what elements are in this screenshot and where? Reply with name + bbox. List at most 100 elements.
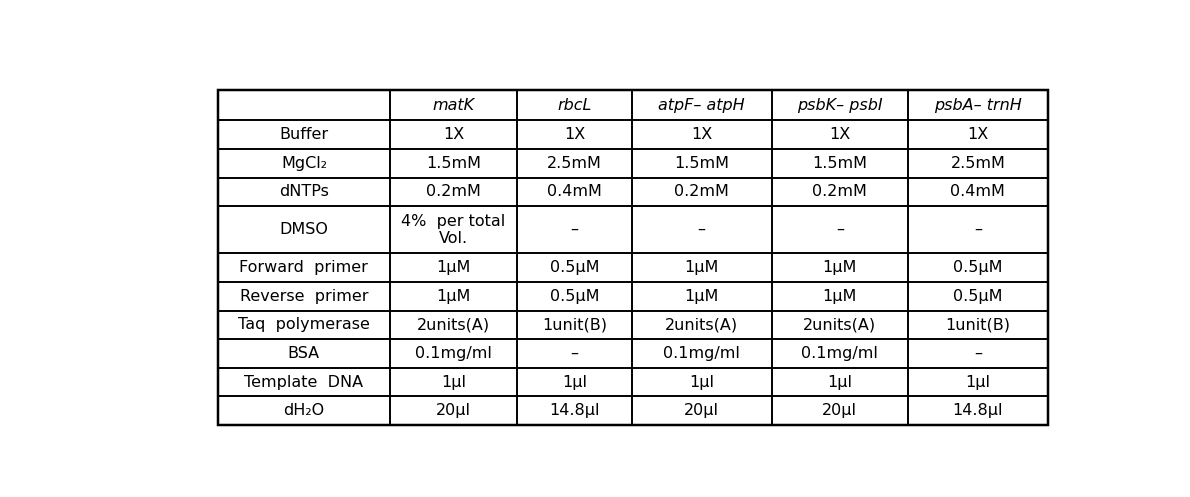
Text: 1X: 1X bbox=[443, 127, 464, 142]
Text: 1μl: 1μl bbox=[441, 375, 466, 390]
Text: 1μl: 1μl bbox=[965, 375, 990, 390]
Bar bbox=[390, 177, 518, 206]
Text: 20μl: 20μl bbox=[684, 403, 719, 418]
Bar bbox=[518, 90, 632, 120]
Text: 2units(A): 2units(A) bbox=[665, 318, 738, 332]
Text: 2.5mM: 2.5mM bbox=[547, 156, 602, 171]
Bar bbox=[772, 90, 908, 120]
Bar bbox=[390, 282, 518, 311]
Bar bbox=[390, 120, 518, 149]
Bar bbox=[218, 282, 390, 311]
Bar bbox=[908, 339, 1048, 368]
Text: 1unit(B): 1unit(B) bbox=[541, 318, 607, 332]
Text: 14.8μl: 14.8μl bbox=[952, 403, 1003, 418]
Bar bbox=[632, 253, 772, 282]
Bar bbox=[518, 339, 632, 368]
Text: 0.4mM: 0.4mM bbox=[547, 184, 602, 199]
Bar bbox=[772, 368, 908, 397]
Text: 2units(A): 2units(A) bbox=[803, 318, 876, 332]
Bar bbox=[390, 253, 518, 282]
Text: 0.1mg/ml: 0.1mg/ml bbox=[415, 346, 491, 361]
Text: 1μl: 1μl bbox=[827, 375, 852, 390]
Bar bbox=[518, 397, 632, 425]
Bar bbox=[908, 368, 1048, 397]
Text: 1μl: 1μl bbox=[689, 375, 714, 390]
Text: 1.5mM: 1.5mM bbox=[813, 156, 868, 171]
Text: –: – bbox=[570, 346, 578, 361]
Bar bbox=[772, 282, 908, 311]
Text: 1μM: 1μM bbox=[437, 260, 471, 275]
Text: 1X: 1X bbox=[691, 127, 713, 142]
Bar bbox=[632, 368, 772, 397]
Text: Buffer: Buffer bbox=[280, 127, 328, 142]
Text: 1.5mM: 1.5mM bbox=[426, 156, 481, 171]
Text: –: – bbox=[697, 222, 706, 237]
Bar bbox=[772, 206, 908, 253]
Text: –: – bbox=[570, 222, 578, 237]
Text: 1X: 1X bbox=[564, 127, 585, 142]
Bar bbox=[218, 120, 390, 149]
Text: 1μM: 1μM bbox=[822, 289, 857, 304]
Text: BSA: BSA bbox=[288, 346, 320, 361]
Bar bbox=[390, 311, 518, 339]
Bar bbox=[518, 177, 632, 206]
Text: 2units(A): 2units(A) bbox=[416, 318, 490, 332]
Text: 1μM: 1μM bbox=[437, 289, 471, 304]
Bar bbox=[772, 397, 908, 425]
Text: DMSO: DMSO bbox=[280, 222, 328, 237]
Bar bbox=[632, 120, 772, 149]
Text: matK: matK bbox=[432, 98, 475, 113]
Text: 4%  per total
Vol.: 4% per total Vol. bbox=[401, 214, 506, 246]
Bar bbox=[390, 368, 518, 397]
Text: 2.5mM: 2.5mM bbox=[951, 156, 1006, 171]
Text: dH₂O: dH₂O bbox=[283, 403, 325, 418]
Text: 1μl: 1μl bbox=[562, 375, 587, 390]
Bar bbox=[518, 368, 632, 397]
Bar bbox=[218, 90, 390, 120]
Text: –: – bbox=[835, 222, 844, 237]
Bar bbox=[390, 90, 518, 120]
Bar bbox=[772, 120, 908, 149]
Bar bbox=[908, 177, 1048, 206]
Bar bbox=[218, 339, 390, 368]
Bar bbox=[772, 177, 908, 206]
Text: MgCl₂: MgCl₂ bbox=[281, 156, 327, 171]
Bar bbox=[390, 397, 518, 425]
Bar bbox=[632, 311, 772, 339]
Text: –: – bbox=[973, 222, 982, 237]
Bar bbox=[518, 282, 632, 311]
Bar bbox=[218, 253, 390, 282]
Text: 0.5μM: 0.5μM bbox=[953, 289, 1003, 304]
Text: 20μl: 20μl bbox=[436, 403, 471, 418]
Bar bbox=[908, 149, 1048, 177]
Bar bbox=[772, 311, 908, 339]
Bar bbox=[908, 90, 1048, 120]
Text: psbK– psbI: psbK– psbI bbox=[797, 98, 883, 113]
Bar bbox=[908, 253, 1048, 282]
Bar bbox=[218, 311, 390, 339]
Text: 0.1mg/ml: 0.1mg/ml bbox=[801, 346, 878, 361]
Text: psbA– trnH: psbA– trnH bbox=[934, 98, 1022, 113]
Text: 0.5μM: 0.5μM bbox=[550, 289, 600, 304]
Bar bbox=[518, 206, 632, 253]
Text: Reverse  primer: Reverse primer bbox=[239, 289, 368, 304]
Text: 0.4mM: 0.4mM bbox=[951, 184, 1006, 199]
Bar bbox=[772, 253, 908, 282]
Text: 0.2mM: 0.2mM bbox=[426, 184, 481, 199]
Text: 1.5mM: 1.5mM bbox=[675, 156, 729, 171]
Bar bbox=[218, 149, 390, 177]
Bar bbox=[632, 90, 772, 120]
Bar bbox=[390, 339, 518, 368]
Text: Template  DNA: Template DNA bbox=[244, 375, 363, 390]
Bar bbox=[390, 149, 518, 177]
Text: 1X: 1X bbox=[829, 127, 851, 142]
Bar bbox=[218, 206, 390, 253]
Text: rbcL: rbcL bbox=[557, 98, 591, 113]
Bar bbox=[772, 339, 908, 368]
Text: 0.1mg/ml: 0.1mg/ml bbox=[663, 346, 740, 361]
Text: Taq  polymerase: Taq polymerase bbox=[238, 318, 370, 332]
Bar bbox=[632, 177, 772, 206]
Text: 20μl: 20μl bbox=[822, 403, 857, 418]
Text: 1μM: 1μM bbox=[684, 260, 719, 275]
Bar bbox=[390, 206, 518, 253]
